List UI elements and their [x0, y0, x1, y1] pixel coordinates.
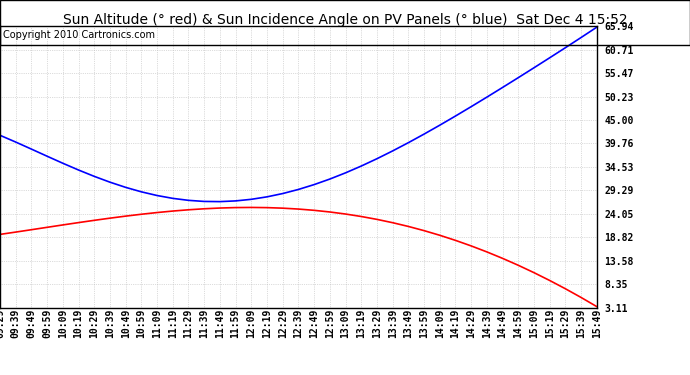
Text: Copyright 2010 Cartronics.com: Copyright 2010 Cartronics.com [3, 30, 155, 40]
Text: Sun Altitude (° red) & Sun Incidence Angle on PV Panels (° blue)  Sat Dec 4 15:5: Sun Altitude (° red) & Sun Incidence Ang… [63, 13, 627, 27]
